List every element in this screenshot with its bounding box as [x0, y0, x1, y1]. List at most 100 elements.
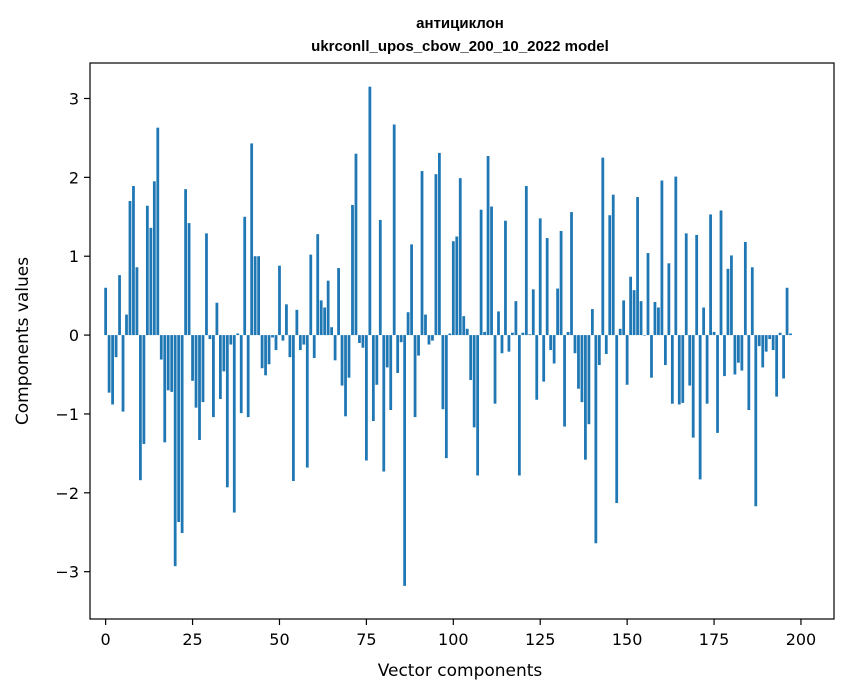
bar: [747, 335, 751, 411]
bar: [389, 335, 393, 411]
y-tick-label: −2: [55, 484, 79, 503]
bar: [107, 335, 111, 393]
bar: [288, 335, 292, 358]
bar: [152, 181, 156, 336]
bar: [236, 333, 240, 336]
bar: [128, 201, 132, 336]
bar: [271, 335, 274, 338]
bar: [778, 332, 782, 336]
bar: [587, 335, 591, 425]
bar: [552, 335, 556, 364]
x-tick-label: 100: [438, 630, 469, 649]
bar: [187, 223, 191, 336]
bar: [577, 335, 580, 389]
bar: [392, 124, 396, 336]
y-tick-label: −3: [55, 563, 79, 582]
bar: [246, 335, 250, 418]
bar: [184, 189, 187, 336]
bar: [663, 335, 667, 366]
bar: [448, 333, 452, 336]
bar: [681, 335, 685, 403]
bar: [709, 214, 712, 336]
bar: [507, 335, 511, 352]
bar: [737, 335, 740, 363]
x-tick-label: 150: [612, 630, 643, 649]
bars-group: [104, 86, 792, 586]
bar: [465, 328, 469, 336]
bar: [278, 265, 281, 336]
bar: [629, 276, 633, 336]
bar: [771, 335, 775, 351]
bar: [726, 268, 730, 336]
bar: [479, 209, 483, 336]
bar: [361, 335, 365, 348]
bar: [406, 312, 410, 336]
bar: [667, 263, 671, 336]
bar: [337, 268, 340, 336]
bar: [291, 335, 295, 481]
bar: [653, 301, 657, 336]
bar: [670, 335, 674, 404]
bar: [789, 333, 792, 336]
bar: [521, 332, 525, 336]
bar: [180, 335, 184, 534]
bar: [493, 335, 497, 404]
bar: [754, 335, 758, 507]
x-tick-label: 125: [525, 630, 556, 649]
bar: [302, 335, 306, 345]
bar: [712, 331, 716, 336]
bar: [559, 230, 563, 336]
bar: [538, 218, 542, 336]
bar: [639, 301, 643, 336]
bar: [420, 171, 424, 336]
bar: [646, 253, 650, 336]
bar: [424, 314, 427, 336]
bar: [657, 307, 660, 336]
bar: [142, 335, 146, 444]
bar: [702, 307, 706, 336]
bar: [382, 335, 386, 472]
bar: [358, 335, 361, 343]
bar: [295, 309, 299, 336]
bar: [472, 335, 476, 428]
y-tick-label: 0: [69, 326, 79, 345]
bar: [441, 335, 445, 410]
bar: [684, 233, 688, 336]
bar: [410, 244, 413, 336]
bar: [625, 335, 629, 385]
bar: [305, 335, 309, 468]
bar: [691, 335, 695, 438]
bar: [782, 335, 785, 379]
bar: [455, 236, 459, 336]
bar: [375, 335, 379, 385]
bar: [528, 334, 532, 336]
bar: [511, 332, 514, 336]
bar: [580, 335, 584, 403]
bar: [205, 233, 208, 336]
bar: [212, 335, 215, 418]
bar: [156, 127, 160, 336]
bar: [490, 206, 493, 336]
bar: [417, 335, 420, 356]
bar: [549, 335, 553, 351]
bar: [222, 335, 226, 372]
bar: [201, 335, 205, 403]
bar: [347, 335, 351, 378]
bar: [643, 335, 646, 336]
bar: [750, 267, 754, 336]
bar: [135, 267, 139, 336]
bar: [601, 157, 605, 336]
bar: [535, 335, 539, 400]
bar: [427, 335, 431, 345]
bar: [514, 301, 518, 336]
bar: [431, 335, 434, 341]
bar: [312, 335, 316, 358]
bar: [111, 335, 114, 405]
bar: [740, 335, 744, 371]
x-tick-label: 175: [699, 630, 730, 649]
y-axis-ticks: −3 −2 −1 0 1 2 3: [55, 89, 90, 582]
bar: [566, 331, 570, 336]
bar: [319, 300, 323, 336]
bar: [132, 186, 135, 336]
bar: [399, 335, 403, 343]
